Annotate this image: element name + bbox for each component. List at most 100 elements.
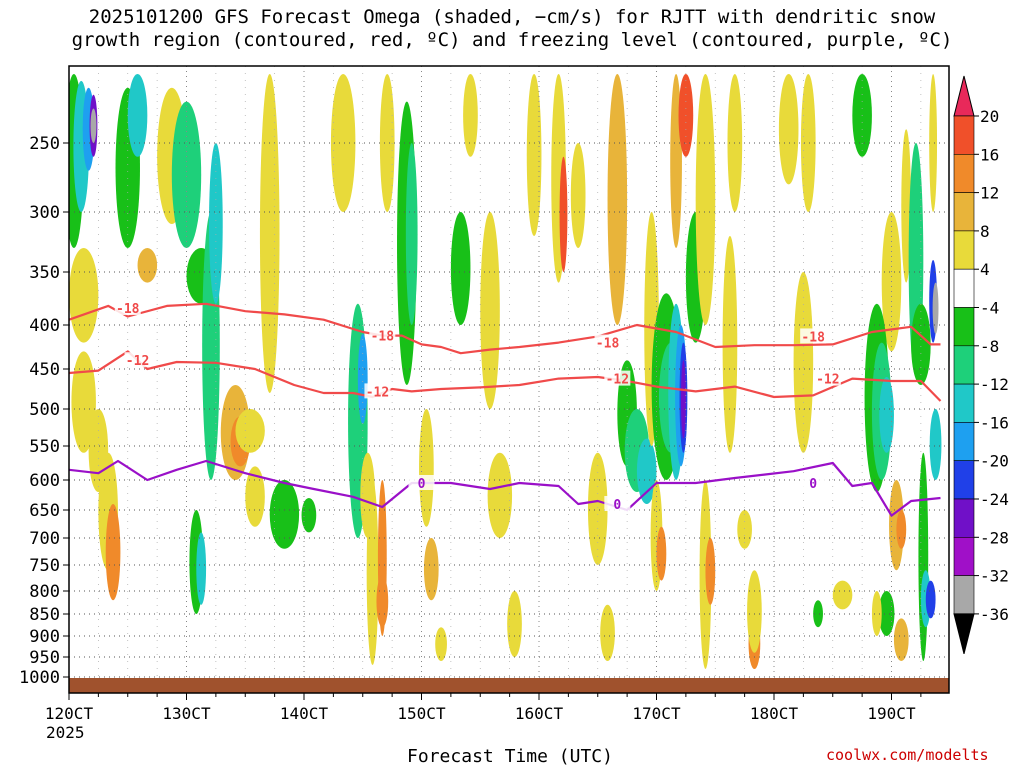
title-line-1: 2025101200 GFS Forecast Omega (shaded, −… <box>88 6 936 28</box>
omega-blob <box>929 409 942 480</box>
contour-label-bg <box>114 300 141 316</box>
omega-blob <box>463 74 478 157</box>
y-tick-label: 900 <box>29 627 60 647</box>
colorbar-swatch <box>953 192 975 232</box>
colorbar-label: 4 <box>980 260 990 279</box>
contour-label: -12 <box>366 385 389 400</box>
omega-blob <box>832 580 853 610</box>
contour-label-bg <box>369 327 396 343</box>
colorbar-label: -20 <box>980 452 1009 471</box>
omega-blob <box>793 272 814 453</box>
omega-blob <box>932 282 939 334</box>
chart-title: 2025101200 GFS Forecast Omega (shaded, −… <box>0 6 1024 52</box>
contour-line <box>69 302 941 355</box>
contour-label-bg <box>408 475 435 490</box>
x-tick-label: 150CT <box>397 704 446 723</box>
omega-blob <box>137 247 158 283</box>
contour-label: -18 <box>371 330 395 345</box>
colorbar-swatch <box>953 383 975 423</box>
colorbar-swatch <box>953 575 975 615</box>
colorbar-label: 8 <box>980 222 990 241</box>
omega-blob <box>813 600 823 628</box>
y-axis: 2503003504004505005506006507007508008509… <box>19 134 69 688</box>
x-tick-label: 120CT <box>45 704 94 723</box>
colorbar-swatch <box>953 154 975 193</box>
x-axis-title: Forecast Time (UTC) <box>407 746 613 767</box>
colorbar-swatch <box>953 422 975 461</box>
contour-label: -18 <box>596 337 620 352</box>
x-tick-label: 170CT <box>632 704 681 723</box>
ground-band <box>69 678 949 693</box>
omega-blob <box>487 452 513 538</box>
omega-blob <box>357 333 368 424</box>
credit-text: coolwx.com/modelts <box>826 746 989 764</box>
contour-label: -18 <box>801 330 825 345</box>
plot-frame <box>68 65 950 694</box>
omega-blob <box>901 129 912 283</box>
omega-blob <box>376 575 389 628</box>
omega-blob <box>245 466 265 527</box>
x-tick-label: 160CT <box>515 704 564 723</box>
omega-blob <box>699 480 712 669</box>
colorbar-label: -4 <box>980 299 999 318</box>
y-tick-label: 750 <box>29 556 60 576</box>
y-tick-label: 650 <box>29 501 60 521</box>
colorbar-swatch <box>953 460 975 500</box>
omega-blob <box>607 74 628 325</box>
colorbar-swatch <box>953 115 975 155</box>
contour-label: -12 <box>606 373 629 388</box>
title-line-2: growth region (contoured, red, ºC) and f… <box>71 29 953 51</box>
y-tick-label: 600 <box>29 471 60 491</box>
omega-blob <box>737 510 752 549</box>
contour-line <box>69 459 941 517</box>
omega-blob <box>705 538 716 605</box>
y-tick-label: 350 <box>29 263 60 283</box>
omega-blob <box>896 510 907 549</box>
contour-label: -12 <box>816 373 839 388</box>
colorbar-swatch <box>953 536 975 576</box>
contour-label-bg <box>594 334 621 350</box>
colorbar-label: -24 <box>980 490 1009 509</box>
omega-blob <box>778 74 799 185</box>
omega-blob <box>925 580 936 619</box>
omega-blob <box>450 212 471 325</box>
omega-blob <box>680 360 686 439</box>
contour-line <box>69 350 942 402</box>
x-axis: 120CT 130CT 140CT 150CT 160CT 170CT 180CT 190CT <box>45 693 922 723</box>
omega-blob <box>570 143 586 248</box>
colorbar: 20 16 12 8 4 -4 -8 -12 -16 -20 -24 -28 -32 -36 <box>953 75 1009 655</box>
contour-label-bg <box>124 352 151 368</box>
omega-blob <box>90 108 97 143</box>
colorbar-label: 16 <box>980 145 999 164</box>
colorbar-swatch <box>953 345 975 385</box>
omega-blob <box>526 74 542 236</box>
omega-blob <box>656 526 667 581</box>
colorbar-label: -28 <box>980 528 1009 547</box>
contour-label-bg <box>604 370 631 386</box>
x-tick-label: 190CT <box>867 704 916 723</box>
omega-blob <box>269 480 300 549</box>
y-tick-label: 300 <box>29 203 60 223</box>
omega-blob <box>600 604 615 662</box>
omega-blob <box>559 156 568 272</box>
omega-blob <box>301 498 317 533</box>
colorbar-label: -12 <box>980 375 1009 394</box>
colorbar-swatch <box>953 268 975 308</box>
omega-blob <box>929 74 938 212</box>
y-tick-label: 500 <box>29 400 60 420</box>
colorbar-label: -32 <box>980 567 1009 586</box>
omega-blob <box>419 409 434 527</box>
omega-blob <box>105 503 121 601</box>
omega-blob <box>330 74 356 212</box>
omega-blob <box>127 74 148 157</box>
omega-blob <box>695 74 716 325</box>
y-tick-label: 800 <box>29 582 60 602</box>
omega-blob <box>747 570 762 653</box>
omega-blob <box>587 452 608 565</box>
contour-label-bg <box>800 475 827 490</box>
omega-blob <box>209 143 223 304</box>
omega-blob <box>893 618 909 661</box>
contour-label-bg <box>800 328 827 344</box>
omega-blob <box>405 143 418 325</box>
